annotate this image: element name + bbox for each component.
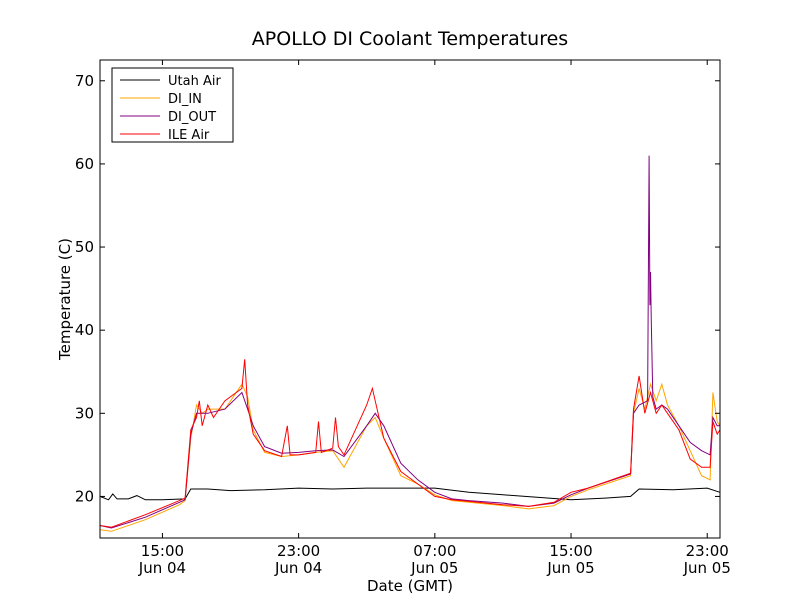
y-tick-label: 20 [75, 487, 94, 505]
y-tick-label: 40 [75, 321, 94, 339]
x-tick-label-date: Jun 05 [546, 559, 594, 577]
plot-frame [99, 59, 721, 539]
x-axis-label: Date (GMT) [367, 577, 453, 595]
y-tick-label: 30 [75, 404, 94, 422]
x-tick-label-time: 23:00 [277, 542, 320, 560]
y-tick-label: 60 [75, 155, 94, 173]
legend-label-3: ILE Air [168, 128, 210, 143]
legend-label-0: Utah Air [168, 74, 221, 89]
x-tick-label-time: 07:00 [413, 542, 456, 560]
y-axis: 20 30 40 50 60 70 [75, 72, 720, 505]
y-axis-label: Temperature (C) [56, 238, 74, 361]
legend: Utah Air DI_IN DI_OUT ILE Air [111, 67, 234, 143]
x-tick-label-time: 23:00 [686, 542, 729, 560]
legend-label-2: DI_OUT [168, 110, 216, 125]
x-tick-label-time: 15:00 [549, 542, 592, 560]
x-tick-label-time: 15:00 [141, 542, 184, 560]
series-line-3 [99, 359, 721, 528]
x-tick-label-date: Jun 04 [138, 559, 186, 577]
x-tick-label-date: Jun 04 [274, 559, 322, 577]
chart-title: APOLLO DI Coolant Temperatures [252, 28, 568, 50]
x-tick-label-date: Jun 05 [410, 559, 458, 577]
series-layer [99, 155, 721, 532]
y-tick-label: 70 [75, 72, 94, 90]
series-line-0 [99, 487, 721, 501]
legend-label-1: DI_IN [168, 92, 202, 107]
y-tick-label: 50 [75, 238, 94, 256]
x-tick-label-date: Jun 05 [683, 559, 731, 577]
